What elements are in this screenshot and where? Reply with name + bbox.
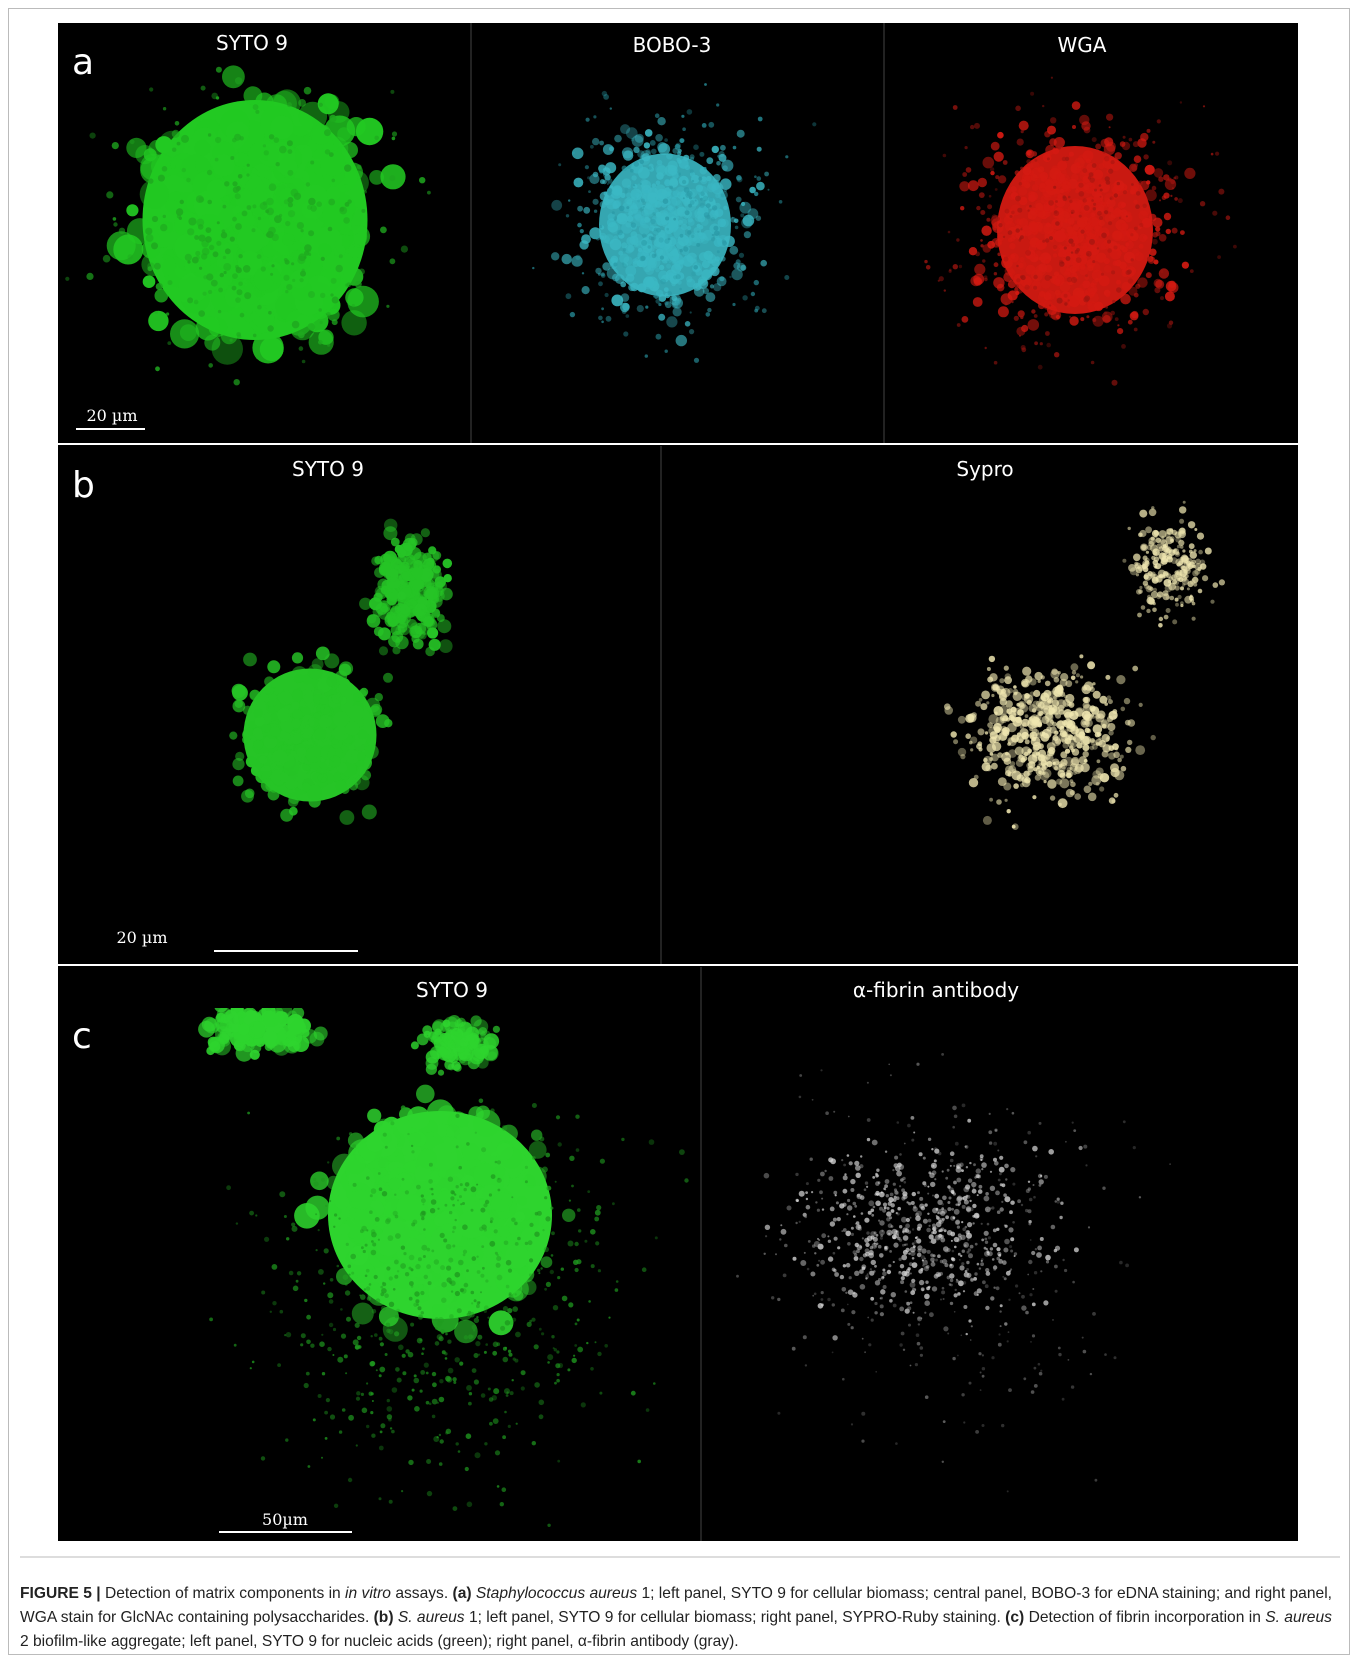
caption-text: 1; left panel, SYTO 9 for cellular bioma… xyxy=(465,1609,1006,1626)
channel-label: Sypro xyxy=(956,457,1013,481)
channel-label: SYTO 9 xyxy=(416,978,488,1002)
caption-text: in vitro xyxy=(345,1585,391,1602)
panel-label: a xyxy=(72,42,94,83)
caption-text: S. aureus xyxy=(394,1609,465,1626)
scale-bar-label: 50µm xyxy=(262,1510,308,1529)
channel-label: WGA xyxy=(1058,33,1107,57)
caption-text: assays. xyxy=(391,1585,453,1602)
caption: FIGURE 5 | Detection of matrix component… xyxy=(20,1582,1340,1654)
page: {"figure": { "panels": [ {"label": "a", … xyxy=(0,0,1360,1665)
caption-text: Staphylococcus aureus xyxy=(472,1585,638,1602)
figure: a SYTO 9 BOBO-3 WGA 20 µm b SYTO 9 Sypro… xyxy=(0,0,1360,1550)
caption-text: FIGURE 5 | xyxy=(20,1585,101,1602)
caption-text: S. aureus xyxy=(1265,1609,1332,1626)
panel-label: c xyxy=(72,1016,92,1057)
caption-box: FIGURE 5 | Detection of matrix component… xyxy=(20,1556,1340,1648)
caption-text: (b) xyxy=(374,1609,394,1626)
channel-label: α-fibrin antibody xyxy=(853,978,1019,1002)
channel-label: BOBO-3 xyxy=(633,33,712,57)
scale-bar-label: 20 µm xyxy=(116,928,167,947)
caption-text: (a) xyxy=(453,1585,472,1602)
caption-text: (c) xyxy=(1005,1609,1024,1626)
caption-text: Detection of fibrin incorporation in xyxy=(1024,1609,1265,1626)
channel-label: SYTO 9 xyxy=(216,31,288,55)
panel-label: b xyxy=(72,465,95,506)
micrographs xyxy=(58,23,1298,1541)
scale-bar-label: 20 µm xyxy=(86,406,137,425)
caption-text: Detection of matrix components in xyxy=(101,1585,345,1602)
caption-text: 2 biofilm-like aggregate; left panel, SY… xyxy=(20,1633,739,1650)
channel-label: SYTO 9 xyxy=(292,457,364,481)
